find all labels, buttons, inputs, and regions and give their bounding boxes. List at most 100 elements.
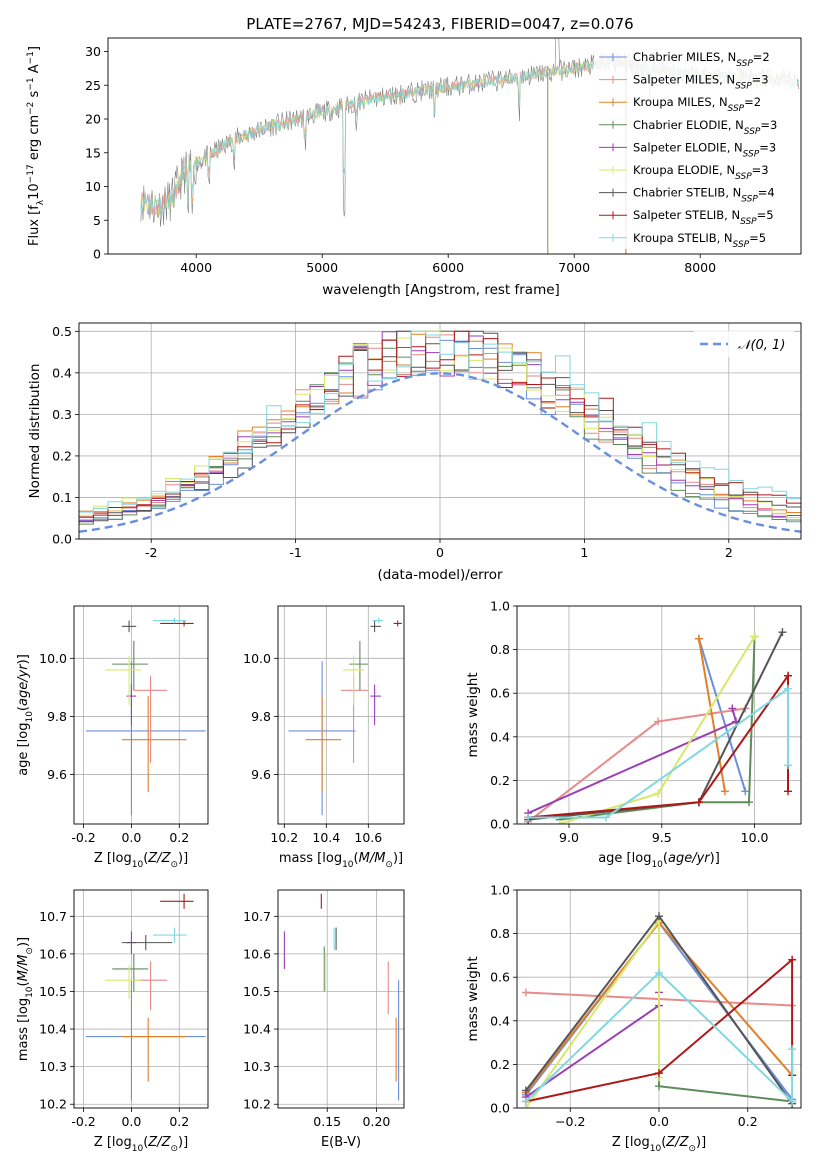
x-tick-label: 10.4: [312, 830, 340, 845]
plot-area: [517, 890, 801, 1108]
x-axis-label: Z [log10(Z/Z⊙)]: [612, 1135, 706, 1154]
axes-frame: [73, 605, 209, 825]
series-marker: [694, 634, 703, 643]
plot-area: [278, 606, 404, 824]
legend-label: 𝒩(0, 1): [738, 338, 785, 353]
y-tick-label: 9.6: [47, 767, 67, 782]
series-kroupa_miles: [697, 638, 726, 792]
y-tick-label: 10.0: [39, 651, 67, 666]
chart-weights_vs_Z: −0.2 0.0 0.2 0.0 0.2 0.4 0.6 0.8 1.0 Z [log10(Z/Z…: [465, 883, 802, 1154]
y-tick-label: 10.4: [39, 1022, 67, 1037]
y-tick-label: 30: [85, 44, 101, 59]
x-axis-label: (data-model)/error: [377, 567, 503, 583]
point-kroupa_miles: [121, 696, 187, 793]
y-tick-label: 10.5: [243, 984, 271, 999]
chart-mass_vs_Z: -0.2 0.0 0.2 10.2 10.3 10.4 10.5 10.6 10.7 Z [log…: [16, 889, 209, 1154]
x-tick-label: 0.0: [121, 1114, 141, 1129]
point-kroupa_miles: [121, 1017, 187, 1082]
series-marker: [788, 1097, 797, 1106]
point-chabrier_elodie: [112, 953, 149, 992]
y-axis-label: age [log10(age/yr)]: [16, 654, 35, 776]
plot-area: [517, 606, 801, 824]
series-marker: [784, 761, 793, 770]
x-tick-label: 0.2: [169, 1114, 189, 1129]
chart-age_vs_Z: -0.2 0.0 0.2 9.6 9.8 10.0 Z [log10(Z/Z⊙)] age […: [16, 605, 209, 870]
legend-label: Kroupa ELODIE, NSSP=3: [633, 163, 769, 182]
y-tick-label: 10.7: [243, 909, 271, 924]
x-tick-label: 0.0: [649, 1114, 669, 1129]
chart-mass_vs_EBV: 0.15 0.20 10.2 10.3 10.4 10.5 10.6 10.7 E(B-V): [243, 889, 405, 1150]
series-marker: [655, 912, 663, 921]
plot-area: [74, 606, 208, 824]
x-tick-label: 8000: [684, 260, 716, 275]
y-tick-label: 0.3: [52, 407, 72, 422]
x-tick-label: 9.5: [652, 830, 672, 845]
y-tick-label: 20: [85, 112, 101, 127]
x-tick-label: 10.0: [741, 830, 769, 845]
series-marker: [784, 787, 793, 796]
series-salpeter_stelib: [525, 957, 794, 1103]
x-tick-label: 1: [580, 545, 588, 560]
y-tick-label: 1.0: [490, 599, 510, 614]
x-tick-label: -2: [145, 545, 157, 560]
point-salpeter_stelib: [160, 893, 194, 909]
legend-label: Salpeter STELIB, NSSP=5: [633, 208, 774, 227]
y-tick-label: 0.0: [52, 532, 72, 547]
point-salpeter_elodie: [126, 684, 137, 726]
y-axis-label: mass [log10(M/M⊙)]: [16, 937, 35, 1061]
y-axis-label: mass weight: [465, 956, 481, 1041]
series-marker: [654, 789, 663, 798]
x-tick-label: 7000: [558, 260, 590, 275]
legend-label: Chabrier MILES, NSSP=2: [633, 50, 770, 69]
axes-frame: [78, 322, 802, 540]
series-marker: [784, 684, 793, 693]
x-tick-label: -0.2: [71, 1114, 95, 1129]
axes-frame: [73, 889, 209, 1109]
y-tick-label: 0.4: [490, 729, 510, 744]
series-marker: [602, 813, 611, 822]
series-marker: [778, 628, 787, 637]
point-kroupa_elodie: [105, 965, 141, 999]
x-tick-label: 0: [436, 545, 444, 560]
point-chabrier_elodie: [112, 640, 149, 691]
y-tick-label: 9.6: [251, 767, 271, 782]
y-tick-label: 10: [85, 179, 101, 194]
chart-weights_vs_age: 9.0 9.5 10.0 0.0 0.2 0.4 0.6 0.8 1.0 age [log10(a…: [465, 599, 802, 870]
y-tick-label: 10.2: [39, 1097, 67, 1112]
y-tick-label: 25: [85, 78, 101, 93]
x-tick-label: 9.0: [559, 830, 579, 845]
y-axis-label: Flux [fλ10−17 erg cm−2 s−1 A−1]: [26, 46, 46, 246]
y-tick-label: 0.0: [490, 817, 510, 832]
plot-area: [74, 890, 208, 1108]
y-tick-label: 0.1: [52, 490, 72, 505]
series-marker: [784, 671, 793, 680]
y-tick-label: 0.5: [52, 324, 72, 339]
series-marker: [728, 704, 737, 713]
axes-frame: [516, 605, 802, 825]
chart-spectrum: 4000 5000 6000 7000 8000 0 5 10 15 20 25 30 waveleng…: [26, 37, 802, 298]
legend: Chabrier MILES, NSSP=2 Salpeter MILES, NS…: [594, 44, 797, 250]
y-axis-label: Normed distribution: [27, 364, 43, 499]
series-marker: [741, 787, 750, 796]
y-tick-label: 0.6: [490, 686, 510, 701]
x-tick-label: 5000: [306, 260, 338, 275]
series-marker: [655, 968, 663, 977]
y-axis-label: mass weight: [465, 672, 481, 757]
point-kroupa_stelib: [372, 617, 383, 624]
y-tick-label: 10.3: [243, 1059, 271, 1074]
x-tick-label: 4000: [180, 260, 212, 275]
plot-area: [278, 890, 404, 1108]
series-chabrier_miles: [697, 638, 747, 792]
legend: 𝒩(0, 1): [694, 331, 794, 357]
point-salpeter_miles: [133, 675, 168, 763]
y-tick-label: 0.8: [490, 926, 510, 941]
legend-label: Salpeter ELODIE, NSSP=3: [633, 140, 776, 159]
series-marker: [750, 632, 759, 641]
y-tick-label: 0: [93, 247, 101, 262]
y-tick-label: 0.2: [52, 448, 72, 463]
x-tick-label: 0.0: [121, 830, 141, 845]
y-tick-label: 10.6: [243, 946, 271, 961]
axes-frame: [516, 889, 802, 1109]
legend-label: Chabrier STELIB, NSSP=4: [633, 186, 775, 205]
